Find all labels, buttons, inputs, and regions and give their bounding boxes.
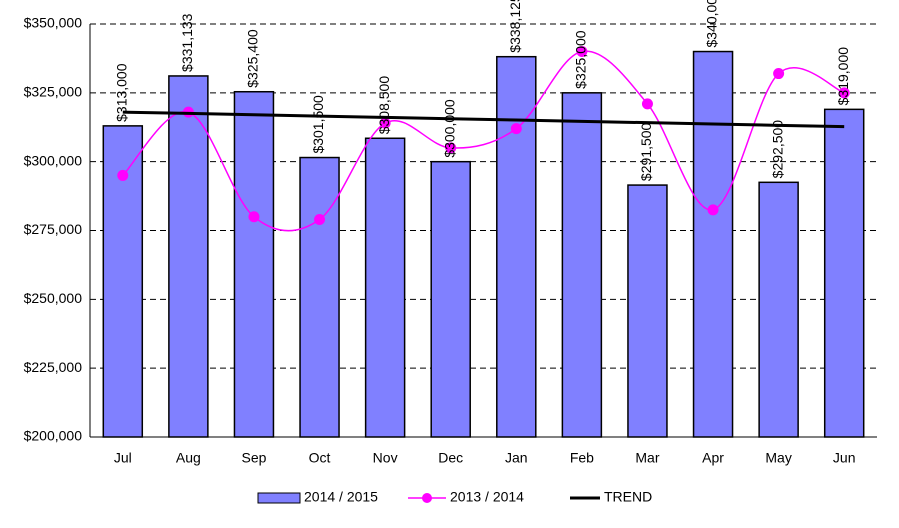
bar xyxy=(823,108,865,438)
data-label: $292,500 xyxy=(769,120,785,179)
y-tick-label: $225,000 xyxy=(24,359,83,375)
data-label: $313,000 xyxy=(113,63,129,122)
legend-label: 2013 / 2014 xyxy=(450,489,524,505)
line-marker xyxy=(838,87,850,99)
line-marker xyxy=(314,213,326,225)
line-marker xyxy=(576,46,588,58)
x-tick-label: Nov xyxy=(373,450,398,466)
trend-line xyxy=(122,110,845,129)
legend-marker xyxy=(422,493,432,503)
data-label: $308,500 xyxy=(376,76,392,135)
y-tick-label: $250,000 xyxy=(24,290,83,306)
line-marker xyxy=(117,169,129,181)
line-marker xyxy=(510,123,522,135)
bar xyxy=(299,156,340,438)
legend-swatch xyxy=(257,492,301,504)
bar xyxy=(561,92,603,438)
y-tick-label: $200,000 xyxy=(24,428,83,444)
bar xyxy=(692,50,734,438)
bar xyxy=(364,137,406,438)
x-tick-label: Feb xyxy=(570,450,594,466)
line-marker xyxy=(773,68,785,80)
x-tick-label: Sep xyxy=(241,450,266,466)
x-tick-label: Jan xyxy=(505,450,528,466)
bar xyxy=(758,181,799,438)
data-label: $338,125 xyxy=(507,0,523,53)
bar xyxy=(627,184,668,438)
x-tick-label: Oct xyxy=(309,450,331,466)
y-tick-label: $300,000 xyxy=(24,152,83,168)
data-label: $340,000 xyxy=(704,0,720,48)
data-label: $331,133 xyxy=(179,13,195,72)
x-tick-label: Dec xyxy=(438,450,463,466)
line-marker xyxy=(445,142,457,154)
data-label: $319,000 xyxy=(835,47,851,106)
x-tick-label: Jun xyxy=(833,450,856,466)
x-tick-label: Apr xyxy=(702,450,724,466)
data-label: $325,400 xyxy=(245,29,261,88)
series-line xyxy=(122,50,845,232)
line-marker xyxy=(248,211,260,223)
line-marker xyxy=(379,117,391,129)
x-tick-label: Mar xyxy=(635,450,659,466)
data-label: $291,500 xyxy=(638,122,654,181)
x-tick-label: Aug xyxy=(176,450,201,466)
legend-label: TREND xyxy=(604,489,652,505)
x-tick-label: May xyxy=(765,450,791,466)
y-tick-label: $275,000 xyxy=(24,221,83,237)
x-tick-label: Jul xyxy=(114,450,132,466)
y-tick-label: $350,000 xyxy=(24,15,83,31)
line-marker xyxy=(707,204,719,216)
line-marker xyxy=(641,98,653,110)
data-label: $300,000 xyxy=(441,99,457,158)
bar xyxy=(233,90,275,438)
legend-label: 2014 / 2015 xyxy=(304,489,378,505)
y-tick-label: $325,000 xyxy=(24,84,83,100)
bar xyxy=(430,160,471,438)
data-label: $325,000 xyxy=(573,30,589,89)
data-label: $301,500 xyxy=(310,95,326,154)
bar xyxy=(168,75,209,438)
